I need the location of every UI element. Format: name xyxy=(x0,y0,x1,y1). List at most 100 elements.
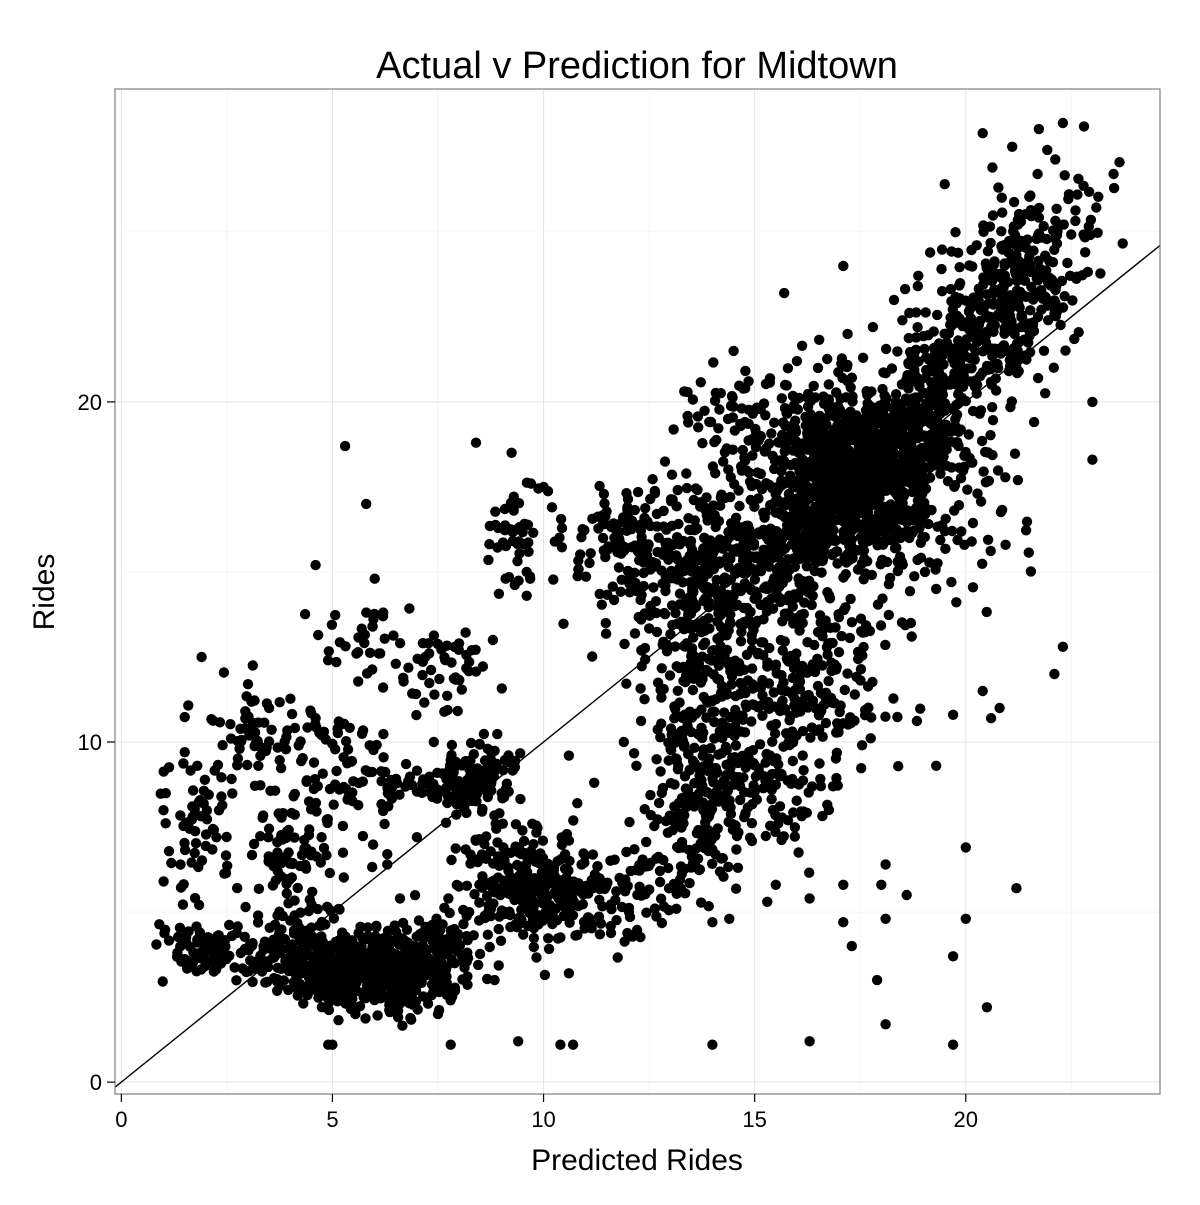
data-point xyxy=(923,438,935,449)
data-point xyxy=(652,724,663,735)
data-point xyxy=(744,832,756,843)
data-point xyxy=(260,977,271,988)
data-point xyxy=(292,925,303,936)
data-point xyxy=(798,765,809,776)
data-point xyxy=(357,776,368,787)
data-point xyxy=(850,415,861,426)
data-point xyxy=(913,270,924,281)
data-point xyxy=(770,779,782,790)
data-point xyxy=(310,559,321,571)
data-point xyxy=(736,626,747,638)
data-point xyxy=(983,475,995,486)
data-point xyxy=(303,796,315,807)
data-point xyxy=(605,899,617,910)
data-point xyxy=(770,482,781,494)
data-point xyxy=(552,856,563,867)
data-point xyxy=(955,378,967,389)
data-point xyxy=(659,456,671,467)
data-point xyxy=(862,681,874,692)
data-point xyxy=(453,776,464,787)
data-point xyxy=(1000,472,1011,483)
data-point xyxy=(959,450,970,461)
data-point xyxy=(769,463,780,475)
data-point xyxy=(716,853,727,864)
data-point xyxy=(513,847,525,858)
data-point xyxy=(1025,566,1037,577)
data-point xyxy=(871,974,883,986)
data-point xyxy=(1028,416,1040,428)
data-point xyxy=(333,963,344,975)
data-point xyxy=(191,966,202,977)
data-point xyxy=(163,846,175,857)
data-point xyxy=(671,550,682,561)
data-point xyxy=(216,772,227,783)
data-point xyxy=(825,493,837,504)
data-point xyxy=(1013,366,1024,377)
data-point xyxy=(960,842,971,853)
data-point xyxy=(814,334,825,345)
data-point xyxy=(749,786,760,797)
data-point xyxy=(802,430,813,441)
data-point xyxy=(374,988,386,999)
data-point xyxy=(995,506,1007,518)
data-point xyxy=(299,948,311,959)
data-point xyxy=(813,469,825,480)
data-point xyxy=(950,291,961,303)
data-point xyxy=(727,444,739,455)
data-point xyxy=(799,475,810,486)
data-point xyxy=(644,623,655,634)
data-point xyxy=(572,571,583,582)
data-point xyxy=(442,933,454,944)
data-point xyxy=(495,935,507,946)
data-point xyxy=(942,476,954,487)
data-point xyxy=(514,870,525,881)
data-point xyxy=(811,725,822,736)
data-point xyxy=(636,645,648,656)
data-point xyxy=(160,788,171,799)
data-point xyxy=(725,472,736,483)
data-point xyxy=(909,571,920,582)
data-point xyxy=(350,978,361,989)
data-point xyxy=(1038,221,1049,232)
data-point xyxy=(847,396,858,407)
data-point xyxy=(530,856,541,867)
data-point xyxy=(387,947,398,959)
data-point xyxy=(904,586,916,597)
data-point xyxy=(985,713,997,724)
data-point xyxy=(993,182,1004,193)
data-point xyxy=(1026,211,1037,222)
data-point xyxy=(980,446,991,458)
data-point xyxy=(842,328,853,340)
data-point xyxy=(654,876,666,888)
data-point xyxy=(303,906,314,917)
data-point xyxy=(743,418,754,429)
data-point xyxy=(911,401,922,412)
data-point xyxy=(450,843,461,854)
data-point xyxy=(490,506,501,517)
data-point xyxy=(613,562,625,573)
data-point xyxy=(609,854,620,865)
data-point xyxy=(258,810,269,821)
data-point xyxy=(253,883,265,894)
data-point xyxy=(192,934,203,945)
data-point xyxy=(427,791,438,803)
data-point xyxy=(693,422,704,433)
data-point xyxy=(181,963,193,974)
x-tick-label: 10 xyxy=(531,1107,555,1132)
data-point xyxy=(830,622,841,633)
data-point xyxy=(742,675,754,686)
data-point xyxy=(790,457,801,469)
data-point xyxy=(305,969,317,980)
data-point xyxy=(713,749,724,760)
data-point xyxy=(295,907,306,918)
data-point xyxy=(388,1001,399,1012)
data-point xyxy=(334,784,345,795)
data-point xyxy=(193,797,204,808)
data-point xyxy=(367,861,378,873)
data-point xyxy=(945,284,956,295)
data-point xyxy=(845,382,856,393)
data-point xyxy=(345,945,356,956)
data-point xyxy=(943,328,955,339)
data-point xyxy=(987,402,998,413)
